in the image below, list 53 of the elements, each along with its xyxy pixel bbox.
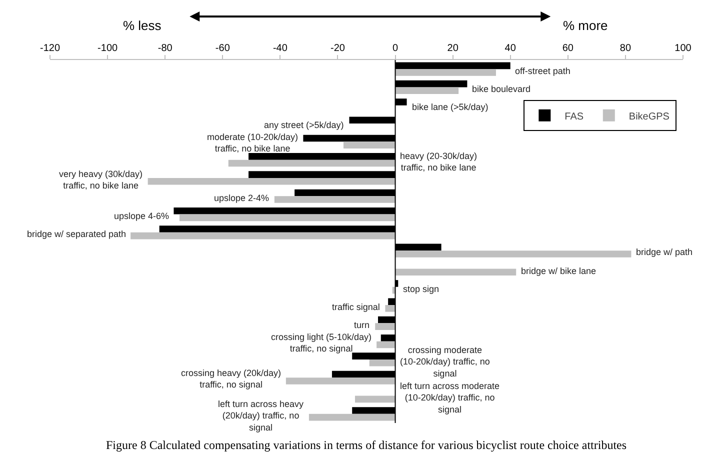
bar — [375, 323, 396, 330]
bar — [376, 341, 396, 348]
x-tick-label: -80 — [158, 43, 173, 54]
x-tick-label: -120 — [40, 43, 60, 54]
bar — [286, 378, 396, 384]
y-tick-label: bridge w/ bike lane — [521, 266, 596, 276]
y-tick-label: upslope 2-4% — [214, 193, 270, 203]
bar — [308, 414, 396, 421]
y-tick-label: traffic signal — [332, 302, 380, 312]
y-tick-label: bike lane (>5k/day) — [412, 102, 488, 112]
x-tick-label: -20 — [330, 43, 346, 54]
bar — [395, 250, 632, 258]
y-tick-label: crossing heavy (20k/day) traffic, no signal — [181, 368, 282, 390]
bar — [395, 87, 459, 94]
x-tick-label: -60 — [215, 43, 230, 54]
y-tick-label: left turn across heavy (20k/day) traffic, no signal — [218, 399, 304, 432]
text: % less — [123, 18, 162, 33]
bar — [130, 232, 396, 240]
x-tick-label: 40 — [504, 43, 516, 54]
y-tick-label: very heavy (30k/day) traffic, no bike lane — [59, 169, 143, 191]
bar — [385, 305, 396, 312]
x-tick-label: 60 — [562, 43, 574, 54]
x-tick-label: 20 — [447, 43, 459, 54]
x-tick-label: 0 — [392, 43, 398, 54]
x-tick-label: -100 — [98, 43, 118, 54]
legend-label: BikeGPS — [628, 111, 670, 122]
bar — [148, 178, 396, 185]
bar — [354, 396, 396, 403]
caption: Figure 8 Calculated compensating variations in terms of distance for various bicyclist route choice attributes — [106, 438, 627, 452]
bar — [274, 196, 396, 203]
y-tick-label: stop sign — [403, 284, 440, 294]
x-tick-label: 80 — [620, 43, 632, 54]
y-tick-label: crossing light (5-10k/day) traffic, no signal — [271, 332, 372, 354]
y-tick-label: bridge w/ path — [636, 247, 693, 257]
bar — [395, 268, 516, 276]
y-tick-label: bike boulevard — [472, 84, 531, 94]
y-tick-label: bridge w/ separated path — [27, 229, 126, 239]
y-tick-label: any street (>5k/day) — [264, 120, 344, 130]
bar — [179, 214, 396, 222]
y-tick-label: turn — [354, 320, 370, 330]
bar — [395, 69, 496, 76]
bar — [343, 142, 396, 148]
text: % more — [563, 18, 608, 33]
y-tick-label: moderate (10-20k/day) traffic, no bike lane — [207, 132, 298, 154]
y-tick-label: heavy (20-30k/day) traffic, no bike lane — [400, 151, 478, 173]
legend-label: FAS — [564, 111, 584, 122]
y-tick-label: off-street path — [515, 66, 570, 76]
y-tick-label: left turn across moderate (10-20k/day) traffic, no signal — [400, 381, 500, 414]
y-tick-label: upslope 4-6% — [114, 211, 170, 221]
bar — [369, 359, 396, 366]
bar — [228, 160, 396, 167]
x-tick-label: -40 — [272, 43, 288, 54]
x-tick-label: 100 — [674, 43, 692, 54]
